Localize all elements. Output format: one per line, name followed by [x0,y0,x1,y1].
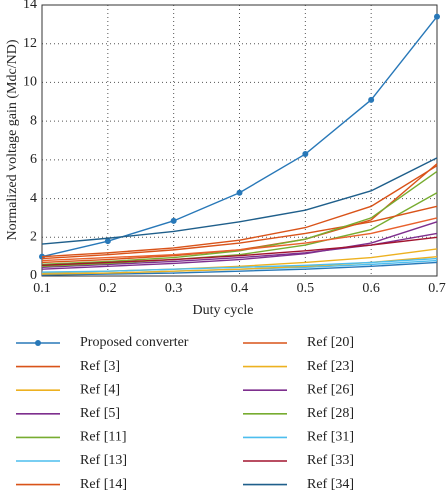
x-tick-label: 0.6 [362,281,380,296]
series-line [41,221,438,270]
legend-label: Ref [28] [307,406,354,421]
x-tick-label: 0.2 [99,281,117,296]
point [368,96,375,103]
legend-label: Ref [11] [80,430,127,445]
x-axis-label: Duty cycle [192,303,253,318]
legend-label: Proposed converter [80,335,189,350]
series-line [41,261,438,276]
legend-label: Ref [20] [307,335,354,350]
series-line [41,157,438,245]
series-line [41,205,438,260]
plot-frame [41,4,438,277]
y-tick-label: 8 [30,113,37,128]
y-tick-label: 12 [23,36,37,51]
series-line [41,257,438,273]
legend-label: Ref [14] [80,477,127,492]
y-tick-label: 10 [23,75,37,90]
y-tick-label: 2 [30,230,37,245]
x-tick-label: 0.5 [297,281,315,296]
series-line [41,165,438,258]
legend-marker [35,340,41,346]
point [170,217,177,224]
series-line [41,217,438,262]
series-line [41,236,438,267]
legend-label: Ref [33] [307,453,354,468]
y-axis-label: Normalized voltage gain (Mdc/ND) [5,39,20,240]
legend-label: Ref [31] [307,430,354,445]
series-line [41,192,438,268]
legend-label: Ref [4] [80,382,120,397]
y-tick-label: 6 [30,152,37,167]
legend-label: Ref [26] [307,382,354,397]
point [302,151,309,158]
y-tick-label: 4 [30,191,37,206]
legend-label: Ref [34] [307,477,354,492]
legend-label: Ref [23] [307,359,354,374]
x-tick-label: 0.7 [428,281,446,296]
point [434,13,440,20]
legend-label: Ref [13] [80,453,127,468]
x-tick-label: 0.1 [33,281,51,296]
y-tick-label: 14 [23,0,37,12]
y-tick-label: 0 [30,268,37,283]
legend-label: Ref [3] [80,359,120,374]
series-line [41,170,438,266]
x-tick-label: 0.3 [165,281,183,296]
point [236,189,243,196]
point [104,238,111,245]
x-tick-label: 0.4 [231,281,249,296]
legend-label: Ref [5] [80,406,120,421]
